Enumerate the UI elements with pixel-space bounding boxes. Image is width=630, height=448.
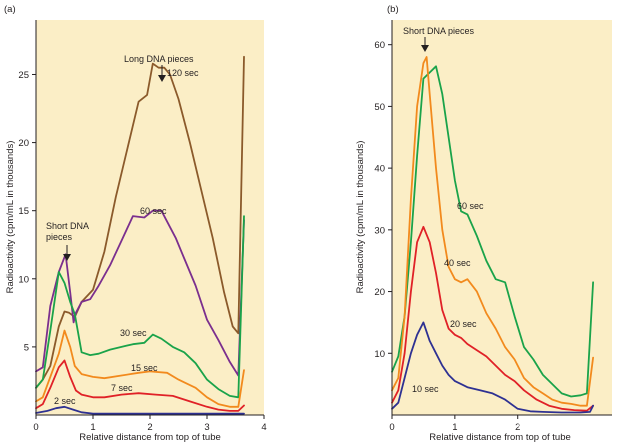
series-line-b-20-sec: [391, 225, 594, 412]
panel-a-x-axis-label: Relative distance from top of tube: [79, 432, 221, 443]
panel-a-y-tick-label: 25: [18, 70, 29, 81]
panel-a-ticks: 0 1 2 3 4 5 10 15 20 25: [18, 70, 266, 433]
panel-b-x-tick-label: 0: [389, 422, 394, 433]
annotation-short-dna-b: Short DNA pieces: [403, 26, 475, 36]
series-line-b-10-sec: [391, 321, 594, 414]
panel-a-y-tick-label: 10: [18, 274, 29, 285]
watermark: 知乎 @知识胶囊: [518, 419, 627, 436]
panel-a-y-tick-label: 5: [24, 342, 29, 353]
label-7-sec: 7 sec: [111, 383, 133, 393]
arrow-short-dna-a-icon: [63, 245, 71, 261]
label-10-sec: 10 sec: [412, 384, 439, 394]
label-30-sec: 30 sec: [120, 328, 147, 338]
annotation-short-dna-a-line2: pieces: [46, 232, 73, 242]
panel-b-y-tick-label: 20: [374, 287, 385, 298]
series-line-a-30-sec: [35, 215, 245, 399]
panel-b-y-tick-label: 40: [374, 164, 385, 175]
arrow-short-dna-b-icon: [421, 37, 429, 52]
panel-b-y-tick-label: 10: [374, 349, 385, 360]
panel-b-y-axis-label: Radioactivity (cpm/mL in thousands): [355, 141, 366, 294]
series-line-a-15-sec: [35, 329, 245, 408]
panel-b-x-axis-label: Relative distance from top of tube: [429, 432, 571, 443]
panel-b-plot-area: [392, 20, 612, 415]
label-60-sec-a: 60 sec: [140, 206, 167, 216]
panel-b-label: (b): [387, 4, 399, 15]
series-line-a-2-sec: [35, 405, 245, 415]
panel-b-x-tick-label: 2: [515, 422, 520, 433]
panel-a-x-tick-label: 0: [33, 422, 38, 433]
panel-b-series: [391, 56, 594, 414]
arrow-long-dna-icon: [158, 65, 166, 82]
panel-b-ticks: 0 1 2 10 20 30 40 50 60: [374, 40, 520, 433]
label-15-sec: 15 sec: [131, 363, 158, 373]
series-line-b-40-sec: [391, 56, 594, 407]
panel-a-axes: [35, 20, 264, 416]
series-line-a-120-sec: [35, 55, 245, 389]
panel-a-series: [35, 55, 245, 415]
panel-a-y-tick-label: 15: [18, 206, 29, 217]
panel-b: (b) 0 1 2 10 20 30 40 50 60 Relative distance fr…: [355, 4, 612, 443]
panel-b-y-tick-label: 30: [374, 225, 385, 236]
panel-b-axes: [391, 20, 612, 416]
series-line-b-60-sec: [391, 65, 594, 398]
panel-a-y-axis-label: Radioactivity (cpm/mL in thousands): [5, 141, 16, 294]
panel-a: (a) 0 1 2 3 4 5 10 15 20 25 Relative distance fro…: [4, 4, 267, 443]
label-60-sec-b: 60 sec: [457, 201, 484, 211]
panel-a-plot-area: [36, 20, 264, 415]
label-2-sec: 2 sec: [54, 396, 76, 406]
panel-a-x-tick-label: 4: [261, 422, 266, 433]
label-40-sec: 40 sec: [444, 258, 471, 268]
series-line-a-7-sec: [35, 359, 245, 412]
label-120-sec: 120 sec: [167, 68, 199, 78]
panel-b-x-tick-label: 1: [452, 422, 457, 433]
panel-b-y-tick-label: 50: [374, 102, 385, 113]
panel-a-y-tick-label: 20: [18, 138, 29, 149]
label-20-sec: 20 sec: [450, 319, 477, 329]
panel-b-y-tick-label: 60: [374, 40, 385, 51]
series-line-a-60-sec: [35, 209, 245, 377]
panel-a-x-tick-label: 3: [204, 422, 209, 433]
panel-a-label: (a): [4, 4, 16, 15]
panel-a-x-tick-label: 2: [147, 422, 152, 433]
annotation-short-dna-a-line1: Short DNA: [46, 221, 89, 231]
annotation-long-dna: Long DNA pieces: [124, 54, 194, 64]
panel-a-x-tick-label: 1: [90, 422, 95, 433]
